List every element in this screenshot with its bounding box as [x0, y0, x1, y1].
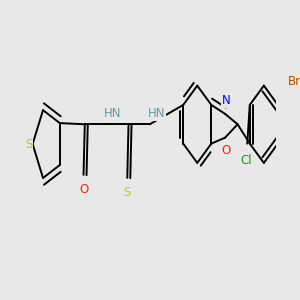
Text: S: S	[25, 138, 33, 151]
Text: N: N	[222, 94, 231, 107]
Text: HN: HN	[148, 107, 166, 120]
Text: HN: HN	[104, 107, 122, 120]
Text: O: O	[222, 144, 231, 157]
Text: S: S	[124, 186, 131, 199]
Text: O: O	[79, 183, 88, 196]
Text: Cl: Cl	[240, 154, 252, 167]
Text: Br: Br	[288, 75, 300, 88]
